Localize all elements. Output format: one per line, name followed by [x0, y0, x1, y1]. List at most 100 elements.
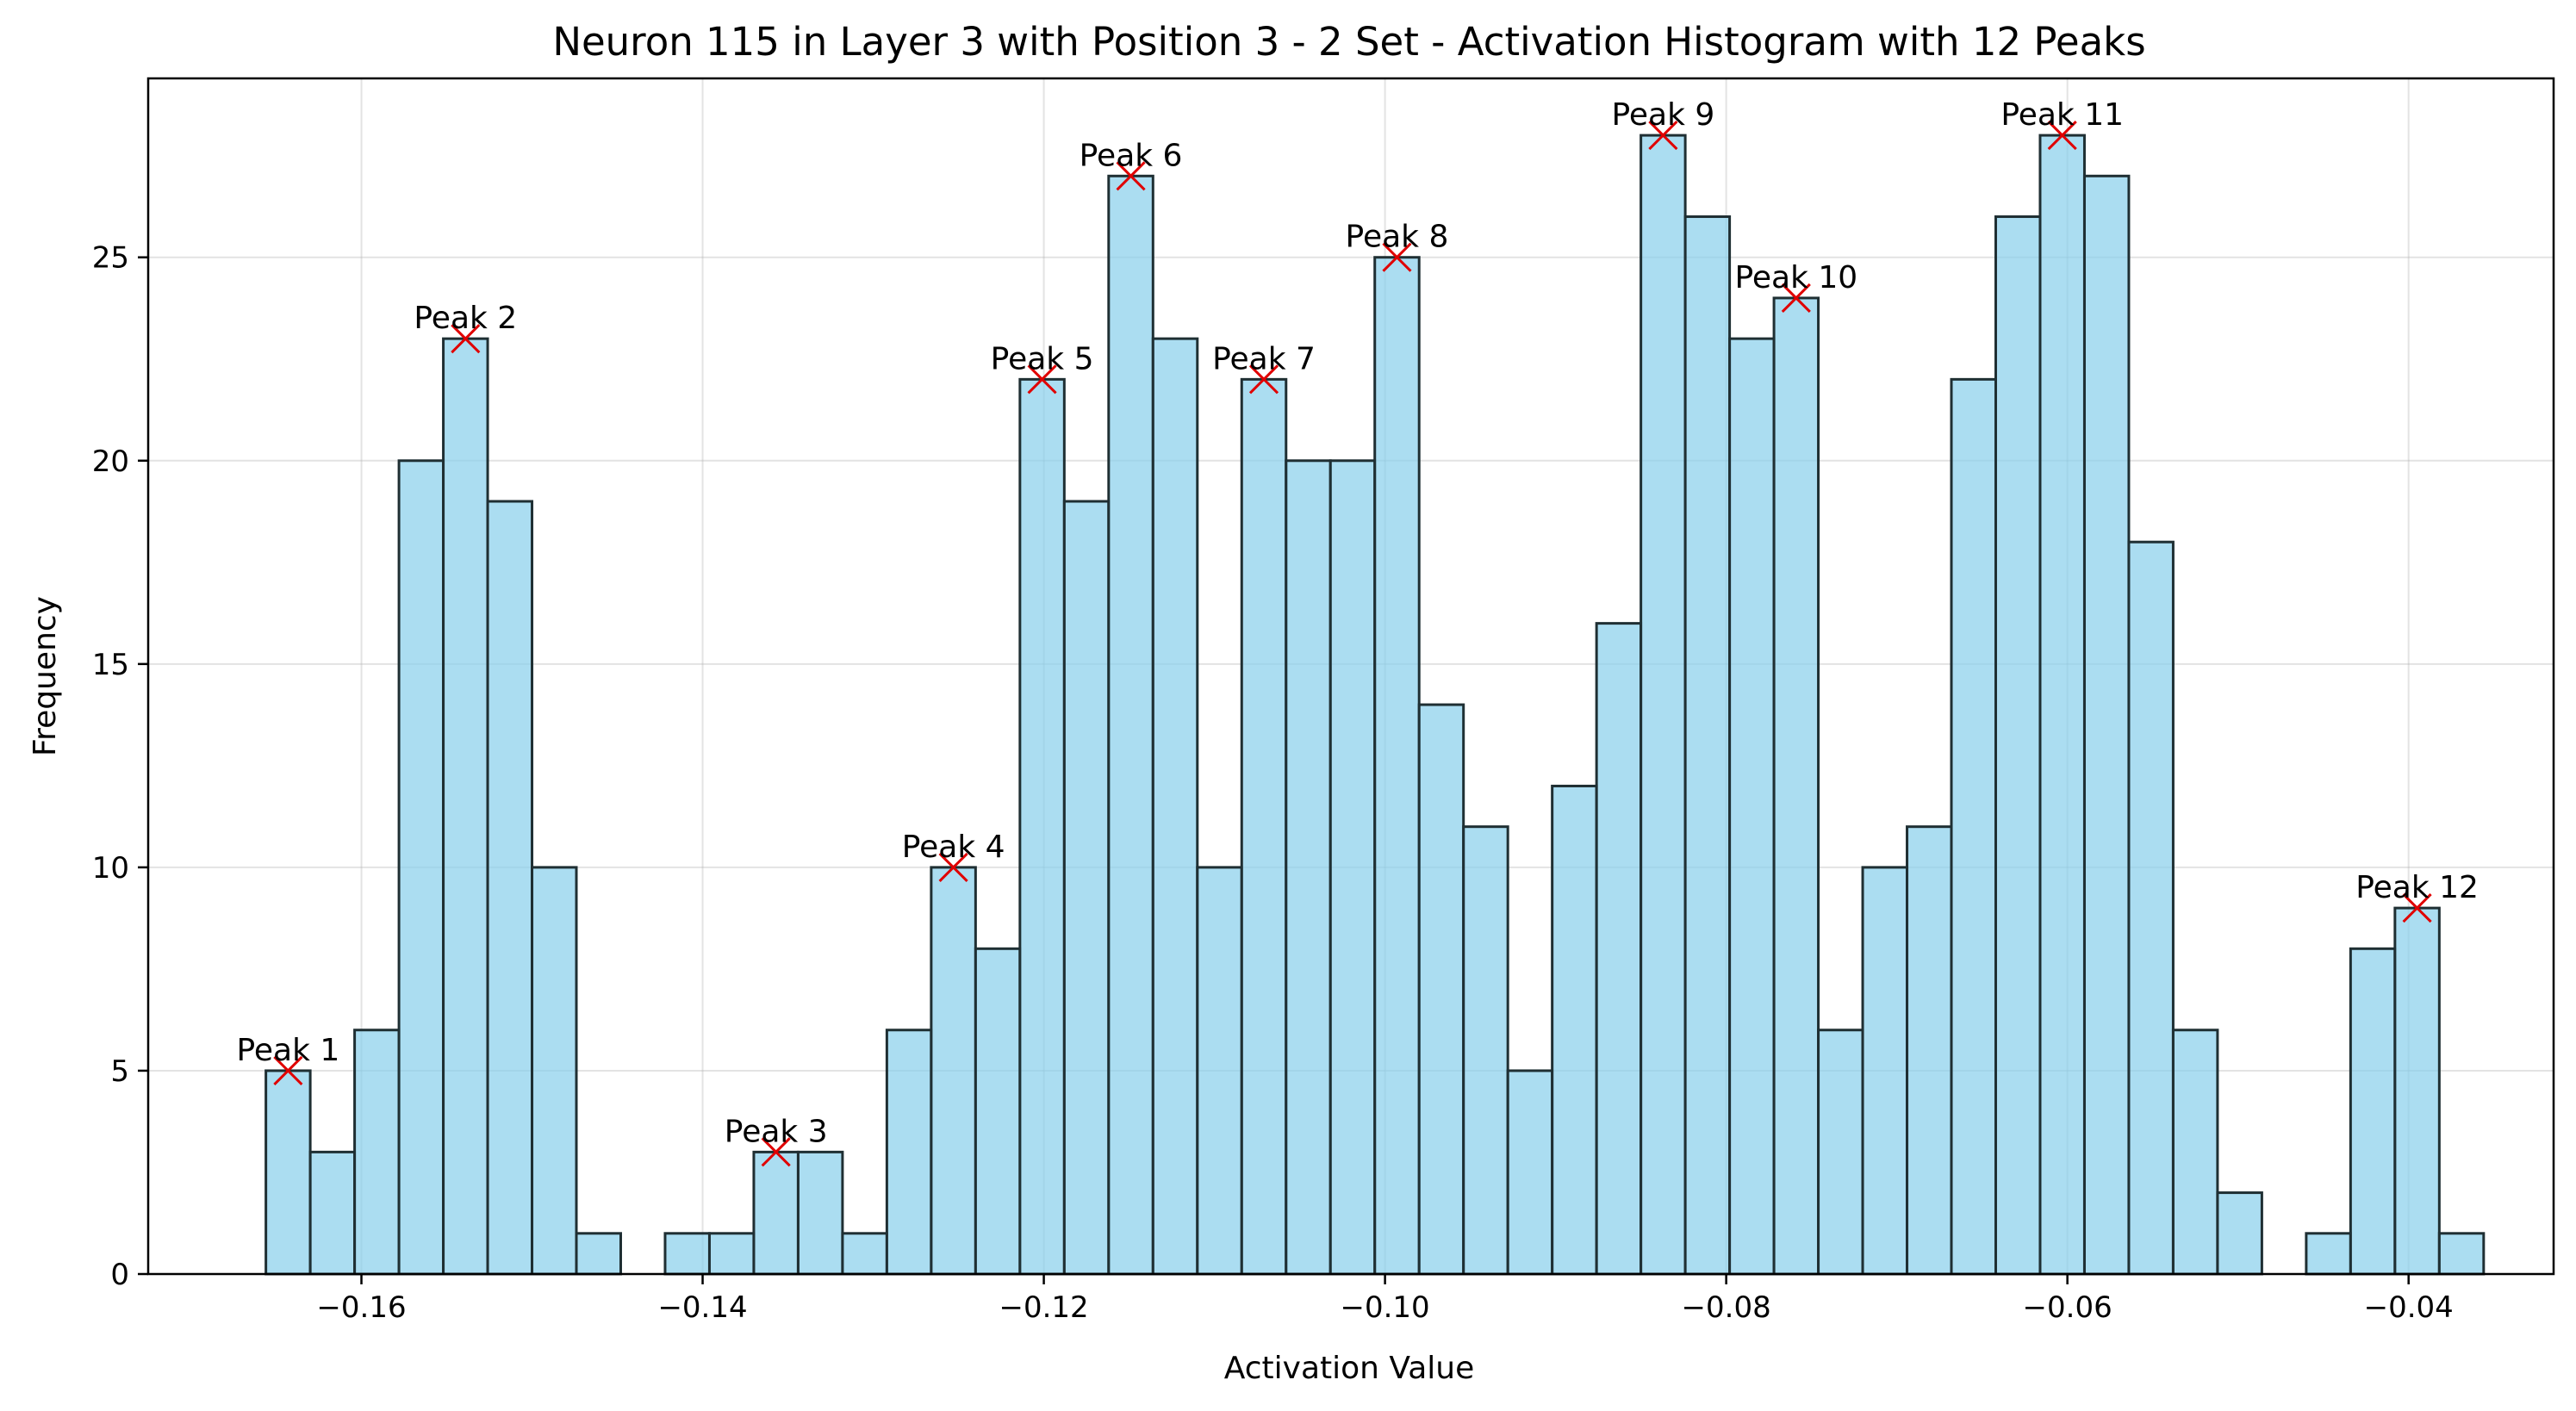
peak-x-stroke: [1382, 242, 1412, 272]
peak-x-stroke: [1027, 364, 1057, 395]
peak-x-stroke: [1781, 283, 1811, 313]
histogram-bar: [1950, 377, 1997, 1276]
peak-label: Peak 9: [1611, 97, 1714, 133]
histogram-bar: [1861, 866, 1909, 1276]
peak-x-stroke: [938, 852, 968, 882]
histogram-bar: [1196, 866, 1243, 1276]
peak-label: Peak 5: [991, 341, 1094, 376]
histogram-bars: [264, 134, 2486, 1276]
histogram-bar: [2393, 906, 2441, 1276]
x-tick-label: −0.12: [999, 1290, 1088, 1325]
peak-marker: [1781, 283, 1811, 313]
peak-marker: [451, 324, 481, 354]
histogram-bar: [1373, 256, 1421, 1276]
histogram-bar: [1018, 377, 1066, 1276]
histogram-bar: [1240, 377, 1288, 1276]
peak-x-stroke: [761, 1137, 791, 1167]
histogram-bar: [1107, 174, 1154, 1276]
histogram-bar: [2216, 1191, 2263, 1276]
y-tick-label: 25: [92, 241, 129, 276]
histogram-bar: [1151, 337, 1199, 1276]
histogram-bar: [1595, 622, 1643, 1276]
histogram-bar: [1817, 1029, 1864, 1276]
x-axis-label: Activation Value: [1224, 1351, 1475, 1386]
histogram-bar: [1994, 215, 2042, 1276]
peak-x-stroke: [1248, 364, 1279, 395]
chart-title: Neuron 115 in Layer 3 with Position 3 - …: [552, 19, 2145, 65]
histogram-bar: [1772, 296, 1820, 1276]
peak-x-stroke: [451, 324, 481, 354]
peak-label: Peak 4: [902, 830, 1005, 865]
peak-x-stroke: [273, 1055, 303, 1086]
histogram-bar: [1906, 825, 1953, 1276]
histogram-bar: [2038, 134, 2086, 1276]
x-axis-ticks: −0.16 −0.14 −0.12 −0.10 −0.08 −0.06 −0.04: [316, 1274, 2454, 1325]
y-tick-label: 15: [92, 648, 129, 682]
y-axis-label: Frequency: [28, 596, 63, 756]
histogram-bar: [2171, 1029, 2219, 1276]
peak-label: Peak 10: [1734, 260, 1857, 295]
x-tick-label: −0.10: [1341, 1290, 1430, 1325]
peak-label: Peak 3: [725, 1114, 828, 1149]
y-tick-label: 20: [92, 444, 129, 479]
y-tick-label: 0: [110, 1258, 129, 1292]
histogram-bar: [1417, 703, 1465, 1276]
histogram-bar: [974, 947, 1022, 1276]
histogram-bar: [353, 1029, 401, 1276]
peak-label: Peak 12: [2355, 870, 2479, 905]
histogram-bar: [2305, 1232, 2352, 1276]
peak-marker: [2402, 893, 2432, 923]
histogram-bar: [2082, 174, 2131, 1276]
peak-x-stroke: [1116, 161, 1146, 191]
peak-marker: [1648, 121, 1678, 151]
histogram-bar: [397, 459, 445, 1276]
histogram-bar: [1062, 500, 1111, 1276]
plot-frame: [146, 77, 2555, 1276]
peak-marker: [1382, 242, 1412, 272]
peak-label: Peak 6: [1080, 138, 1183, 173]
y-tick-label: 5: [110, 1054, 129, 1089]
histogram-bar: [264, 1069, 312, 1276]
x-tick-label: −0.06: [2023, 1290, 2112, 1325]
histogram-bar: [841, 1232, 888, 1276]
peak-marker: [761, 1137, 791, 1167]
histogram-bar: [1285, 459, 1332, 1276]
histogram-bar: [796, 1150, 844, 1276]
histogram-bar: [442, 337, 489, 1276]
histogram-bar: [1640, 134, 1687, 1276]
x-tick-label: −0.04: [2364, 1290, 2454, 1325]
histogram-bar: [531, 866, 578, 1276]
histogram-bar: [752, 1150, 800, 1276]
peak-label: Peak 11: [2000, 97, 2124, 133]
histogram-bar: [1462, 825, 1509, 1276]
x-tick-label: −0.14: [657, 1290, 747, 1325]
histogram-bar: [486, 500, 534, 1276]
peak-x-stroke: [1648, 121, 1678, 151]
peak-x-stroke: [2047, 121, 2077, 151]
peak-markers: Peak 1 Peak 2 Peak 3 Peak 4 Peak 5 Peak 6 Peak…: [236, 97, 2479, 1167]
peak-label: Peak 8: [1346, 220, 1449, 255]
peak-marker: [273, 1055, 303, 1086]
x-tick-label: −0.08: [1682, 1290, 1771, 1325]
histogram-bar: [1728, 337, 1776, 1276]
x-tick-label: −0.16: [316, 1290, 406, 1325]
histogram-bar: [707, 1232, 756, 1276]
peak-label: Peak 2: [414, 301, 517, 336]
histogram-bar: [2127, 540, 2175, 1276]
y-axis-ticks: 0 5 10 15 20 25: [92, 241, 148, 1292]
histogram-bar: [930, 866, 977, 1276]
peak-x-stroke: [2402, 893, 2432, 923]
histogram-bar: [1683, 215, 1732, 1276]
histogram-bar: [308, 1150, 357, 1276]
histogram-bar: [885, 1029, 933, 1276]
peak-marker: [1027, 364, 1057, 395]
peak-marker: [938, 852, 968, 882]
peak-marker: [1248, 364, 1279, 395]
histogram-bar: [663, 1232, 711, 1276]
peak-marker: [1116, 161, 1146, 191]
histogram-bar: [2349, 947, 2397, 1276]
y-tick-label: 10: [92, 851, 129, 886]
peak-label: Peak 1: [236, 1033, 339, 1068]
histogram-bar: [2437, 1232, 2486, 1276]
